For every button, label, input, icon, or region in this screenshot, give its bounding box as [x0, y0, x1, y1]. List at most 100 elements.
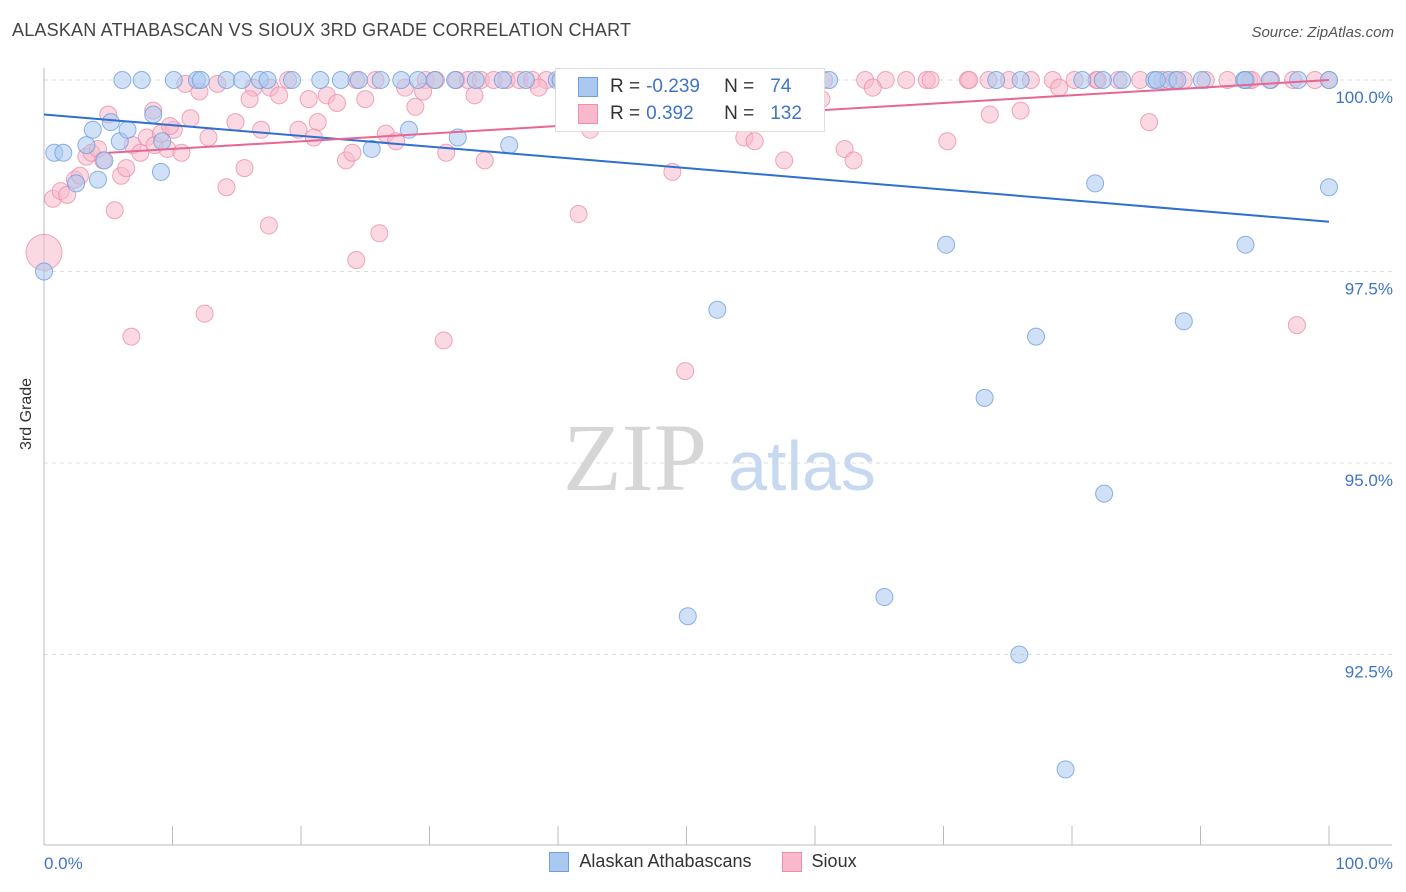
stats-r-value: 0.392: [646, 103, 694, 124]
athabascan-point: [101, 113, 120, 132]
legend-label: Alaskan Athabascans: [579, 851, 752, 871]
sioux-point: [775, 151, 794, 170]
athabascan-point: [331, 71, 350, 89]
stats-r-value: -0.239: [646, 76, 700, 97]
sioux-point: [195, 304, 214, 323]
sioux-point: [387, 132, 406, 151]
sioux-point: [370, 224, 389, 243]
sioux-point: [270, 86, 289, 105]
sioux-point: [308, 113, 327, 132]
stats-box: R = -0.239 N = 74 R = 0.392 N = 132: [555, 68, 825, 132]
sioux-point: [897, 71, 916, 89]
athabascan-point: [35, 262, 53, 281]
sioux-point: [1011, 101, 1030, 120]
athabascan-point: [1192, 71, 1211, 89]
sioux-point: [980, 105, 999, 124]
athabascan-point: [1174, 312, 1193, 331]
athabascan-point: [151, 162, 170, 181]
athabascan-point: [113, 71, 132, 89]
sioux-point: [289, 120, 308, 139]
sioux-point: [235, 159, 254, 178]
athabascan-point: [153, 132, 172, 151]
stats-row-athabascan: R = -0.239 N = 74: [556, 73, 791, 101]
y-tick-label: 100.0%: [1335, 88, 1393, 107]
athabascan-trend-line: [43, 113, 1330, 223]
sioux-point: [240, 90, 259, 109]
athabascan-point: [448, 128, 467, 147]
watermark-atlas: atlas: [728, 427, 876, 505]
athabascan-point: [975, 388, 994, 407]
athabascan-point: [283, 71, 302, 89]
athabascan-point: [1073, 71, 1092, 89]
athabascan-point: [425, 71, 444, 89]
watermark-zip: ZIP: [563, 404, 707, 511]
stats-r-label: R =: [610, 76, 641, 97]
athabascan-point: [132, 71, 151, 89]
sioux-point: [327, 93, 346, 112]
athabascan-point: [164, 71, 183, 89]
stats-n-value: 74: [770, 76, 792, 97]
athabascan-point: [362, 139, 381, 158]
athabascan-point: [1095, 484, 1114, 503]
sioux-point: [1140, 113, 1159, 132]
athabascan-point: [1168, 71, 1187, 89]
stats-swatch-pink: [578, 104, 598, 124]
athabascan-point: [392, 71, 411, 89]
y-tick-label: 95.0%: [1345, 471, 1393, 490]
athabascan-point: [77, 136, 96, 155]
sioux-point: [863, 78, 882, 97]
sioux-point: [122, 327, 141, 346]
athabascan-point: [466, 71, 485, 89]
athabascan-point: [516, 71, 535, 89]
athabascan-point: [937, 235, 956, 254]
sioux-point: [181, 109, 200, 128]
source-label: Source: ZipAtlas.com: [1251, 24, 1394, 41]
athabascan-point: [446, 71, 465, 89]
athabascan-point: [1320, 178, 1338, 197]
sioux-point: [299, 90, 318, 109]
athabascan-point: [258, 71, 277, 89]
athabascan-point: [1113, 71, 1132, 89]
watermark: ZIP atlas: [563, 404, 876, 511]
chart-title: ALASKAN ATHABASCAN VS SIOUX 3RD GRADE CO…: [12, 20, 632, 40]
athabascan-point: [500, 136, 519, 155]
tick-labels: 100.0% 97.5% 95.0% 92.5% 0.0% 100.0%: [44, 88, 1393, 873]
y-tick-label: 92.5%: [1345, 663, 1393, 682]
x-tick-label: 0.0%: [44, 854, 83, 873]
sioux-point: [844, 151, 863, 170]
x-tick-label: 100.0%: [1335, 854, 1393, 873]
legend-item-sioux[interactable]: Sioux: [781, 851, 857, 872]
stats-row-sioux: R = 0.392 N = 132: [556, 100, 802, 128]
sioux-point: [475, 151, 494, 170]
sioux-point: [406, 97, 425, 116]
sioux-point: [960, 71, 979, 89]
y-axis-title: 3rd Grade: [18, 377, 35, 450]
athabascan-point: [1289, 71, 1308, 89]
axes: [43, 68, 1392, 846]
athabascan-point: [349, 71, 368, 89]
sioux-point: [676, 362, 695, 381]
sioux-point: [105, 201, 124, 220]
legend-item-athabascan[interactable]: Alaskan Athabascans: [549, 851, 752, 872]
athabascan-point: [95, 151, 114, 170]
sioux-point: [131, 143, 150, 162]
sioux-point: [434, 331, 453, 350]
athabascan-point: [1010, 645, 1029, 664]
athabascan-point: [83, 120, 102, 139]
sioux-point: [569, 205, 588, 224]
athabascan-point: [217, 71, 236, 89]
athabascan-point: [144, 105, 163, 124]
sioux-point: [356, 90, 375, 109]
sioux-point: [226, 113, 245, 132]
athabascan-point: [1027, 327, 1046, 346]
sioux-point: [347, 251, 366, 270]
stats-n-value: 132: [770, 103, 802, 124]
legend-label: Sioux: [811, 851, 857, 871]
legend-swatch-pink: [781, 851, 802, 872]
athabascan-point: [1011, 71, 1030, 89]
athabascan-point: [232, 71, 251, 89]
athabascan-point: [118, 120, 137, 139]
legend-swatch-blue: [549, 851, 570, 872]
sioux-point: [252, 120, 271, 139]
